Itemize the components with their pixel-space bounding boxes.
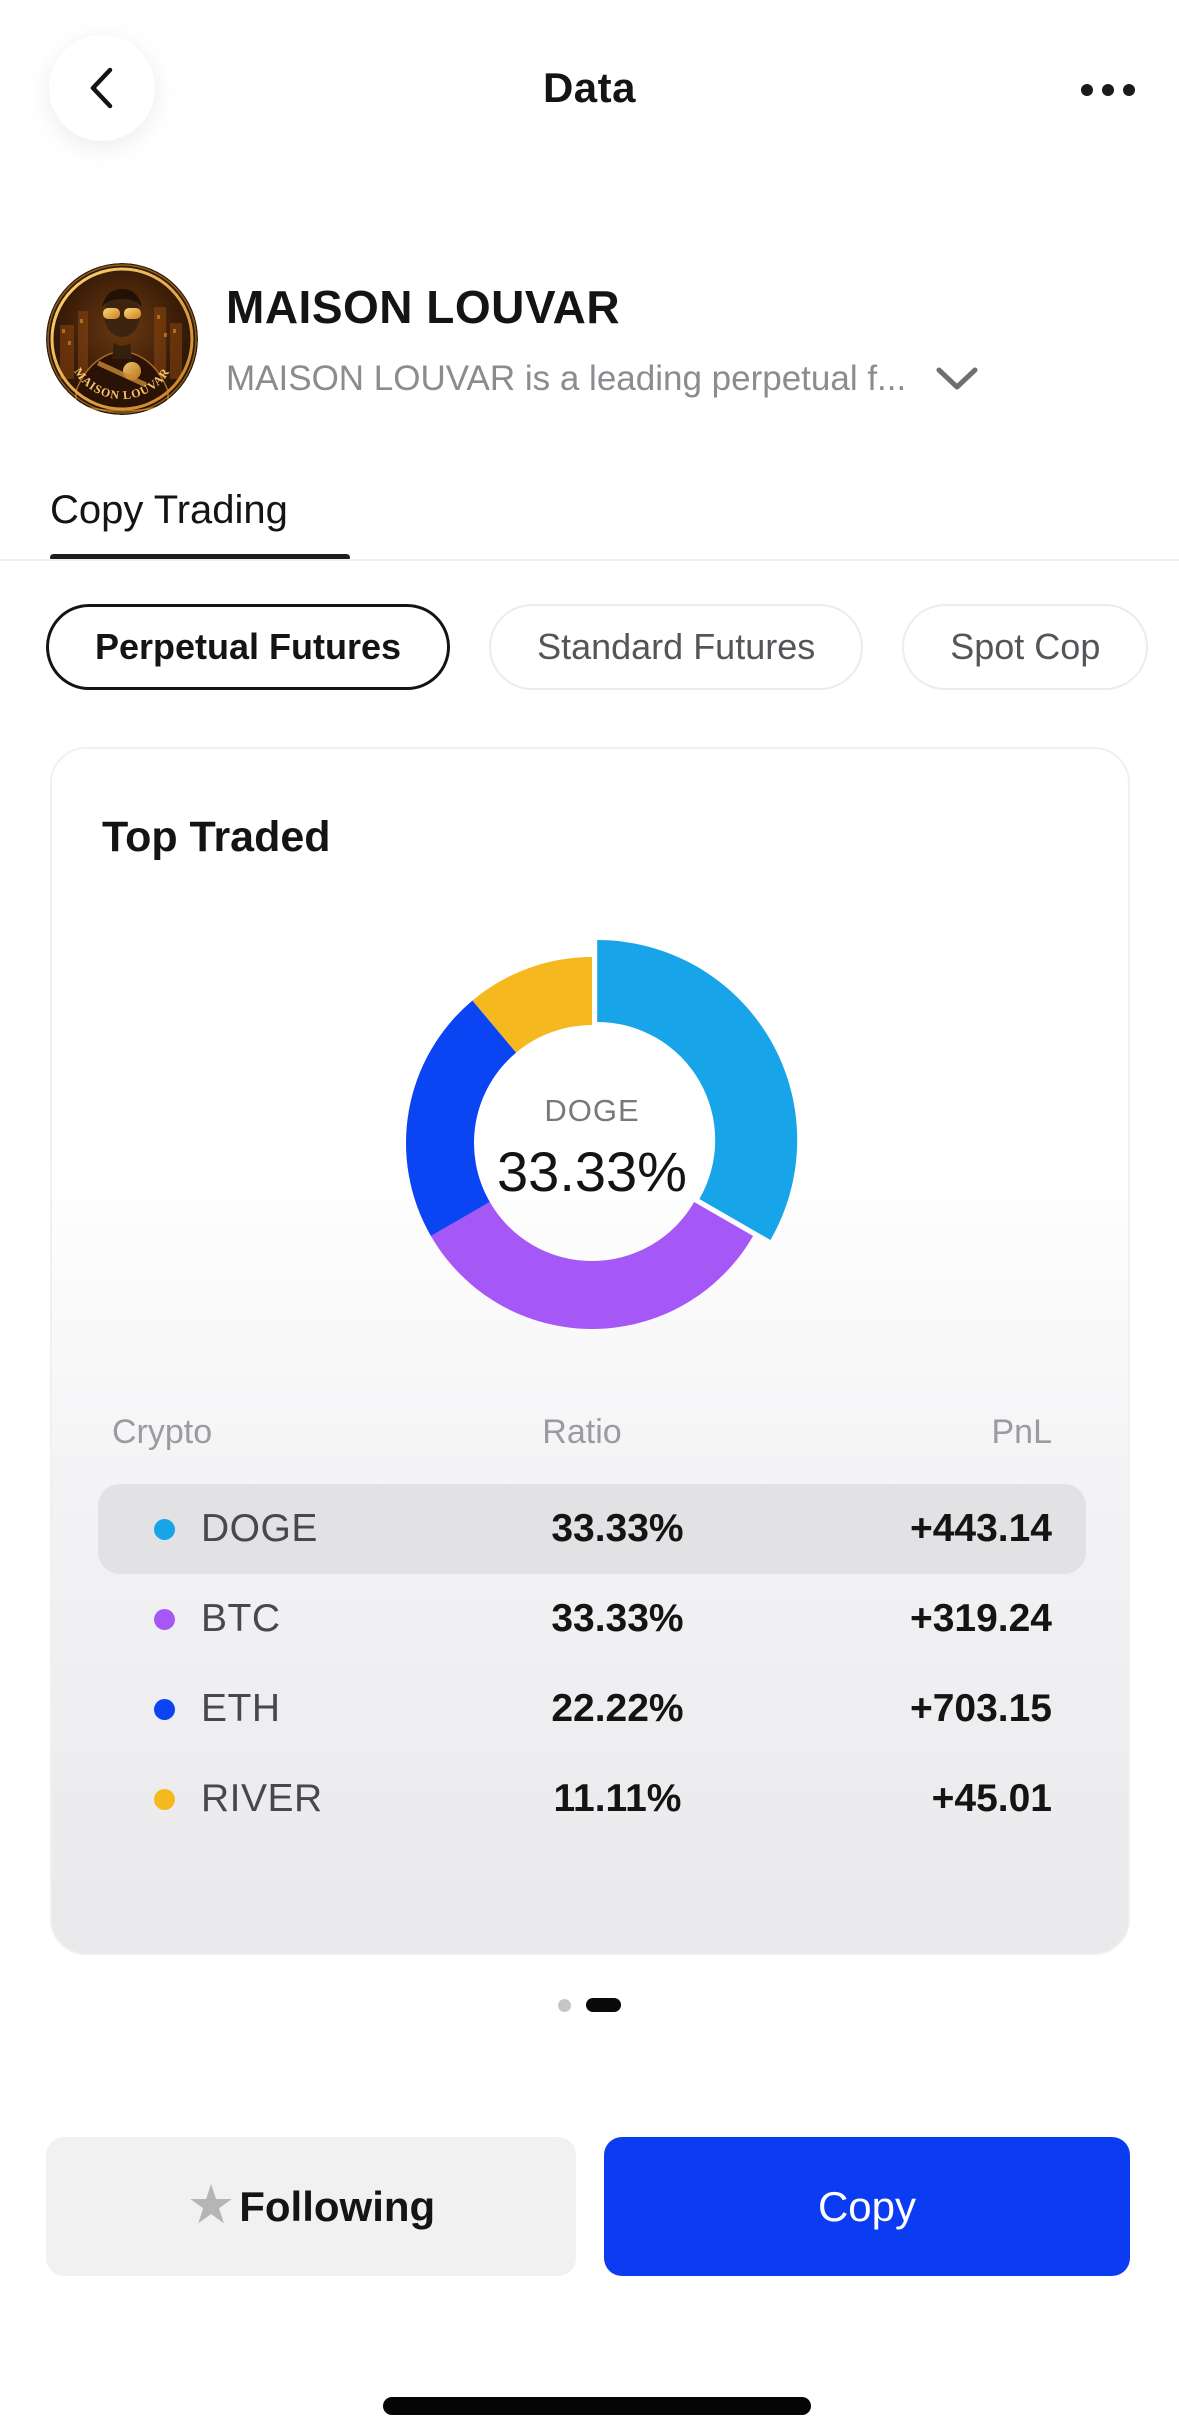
table-row-btc[interactable]: BTC 33.33% +319.24 xyxy=(98,1574,1086,1664)
bottom-actions: ★ Following Copy xyxy=(46,2137,1134,2276)
tab-copy-trading[interactable]: Copy Trading xyxy=(50,488,288,532)
avatar: MAISON LOUVAR xyxy=(46,263,198,415)
card-title: Top Traded xyxy=(102,813,331,861)
filter-chips: Perpetual Futures Standard Futures Spot … xyxy=(46,604,1149,690)
legend-dot-btc xyxy=(154,1608,175,1630)
star-icon: ★ xyxy=(186,2174,236,2235)
table-header: Crypto Ratio PnL xyxy=(98,1409,1086,1455)
divider xyxy=(0,559,1179,561)
trader-profile: MAISON LOUVAR MAISON LOUVAR MAISON LOUVA… xyxy=(46,263,1136,423)
copy-button[interactable]: Copy xyxy=(604,2137,1130,2276)
following-button[interactable]: ★ Following xyxy=(46,2137,576,2276)
top-traded-card: Top Traded DOGE 33.33% Crypto Ratio PnL … xyxy=(50,747,1130,1955)
header: Data xyxy=(0,0,1179,180)
home-indicator[interactable] xyxy=(383,2397,811,2415)
trader-description: MAISON LOUVAR is a leading perpetual f..… xyxy=(226,359,907,398)
col-crypto: Crypto xyxy=(112,1412,213,1451)
chip-perpetual-futures[interactable]: Perpetual Futures xyxy=(46,604,451,690)
tab-underline xyxy=(50,554,350,561)
legend-dot-eth xyxy=(154,1698,175,1720)
donut-segment-btc[interactable] xyxy=(430,1202,754,1329)
ellipsis-icon xyxy=(1081,84,1093,96)
page-dot-inactive[interactable] xyxy=(558,1998,571,2012)
chevron-left-icon xyxy=(80,62,124,114)
page-title: Data xyxy=(542,64,637,111)
page-dot-active[interactable] xyxy=(586,1998,621,2012)
trader-name: MAISON LOUVAR xyxy=(226,281,621,333)
donut-segment-eth[interactable] xyxy=(406,1000,517,1236)
more-button[interactable] xyxy=(1045,60,1135,120)
table-row-eth[interactable]: ETH 22.22% +703.15 xyxy=(98,1664,1086,1754)
donut-segment-doge[interactable] xyxy=(597,940,798,1240)
col-pnl: PnL xyxy=(991,1412,1053,1451)
donut-chart-svg xyxy=(406,940,798,1329)
col-ratio: Ratio xyxy=(542,1412,622,1451)
table-body: DOGE 33.33% +443.14 BTC 33.33% +319.24 E… xyxy=(98,1484,1086,1844)
donut-segment-river[interactable] xyxy=(472,957,592,1053)
table-row-river[interactable]: RIVER 11.11% +45.01 xyxy=(98,1754,1086,1844)
donut-chart[interactable] xyxy=(362,913,822,1373)
table-row-doge[interactable]: DOGE 33.33% +443.14 xyxy=(98,1484,1086,1574)
top-traded-table: Crypto Ratio PnL DOGE 33.33% +443.14 BTC… xyxy=(98,1409,1086,1844)
legend-dot-doge xyxy=(154,1518,175,1540)
legend-dot-river xyxy=(154,1788,175,1810)
chip-spot-copy[interactable]: Spot Cop xyxy=(902,604,1149,690)
back-button[interactable] xyxy=(49,35,155,141)
chevron-down-icon xyxy=(934,365,980,393)
chip-standard-futures[interactable]: Standard Futures xyxy=(489,604,864,690)
page-indicator xyxy=(0,1998,1179,2012)
trader-description-row[interactable]: MAISON LOUVAR is a leading perpetual f..… xyxy=(226,359,1136,399)
